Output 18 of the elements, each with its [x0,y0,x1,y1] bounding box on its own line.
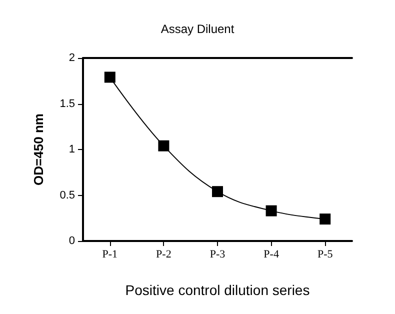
x-tick-label: P-5 [317,248,334,260]
y-axis-title: OD=450 nm [31,114,46,186]
point [158,140,170,152]
y-tick-label: 2 [68,52,75,64]
y-tick-label: 0.5 [60,189,75,202]
x-tick-label: P-2 [156,248,172,260]
y-tick-label: 1 [68,144,75,156]
point [104,72,116,83]
point [320,214,331,225]
point [212,186,223,198]
x-axis-title: Positive control dilution series [125,282,310,298]
x-tick-label: P-3 [210,248,226,260]
y-tick-label: 0 [68,235,75,247]
point [266,205,277,216]
y-tick-label: 1.5 [60,98,75,110]
x-tick-label: P-4 [264,248,280,260]
chart-title: Assay Diluent [160,22,235,36]
x-tick-label: P-1 [102,248,118,260]
